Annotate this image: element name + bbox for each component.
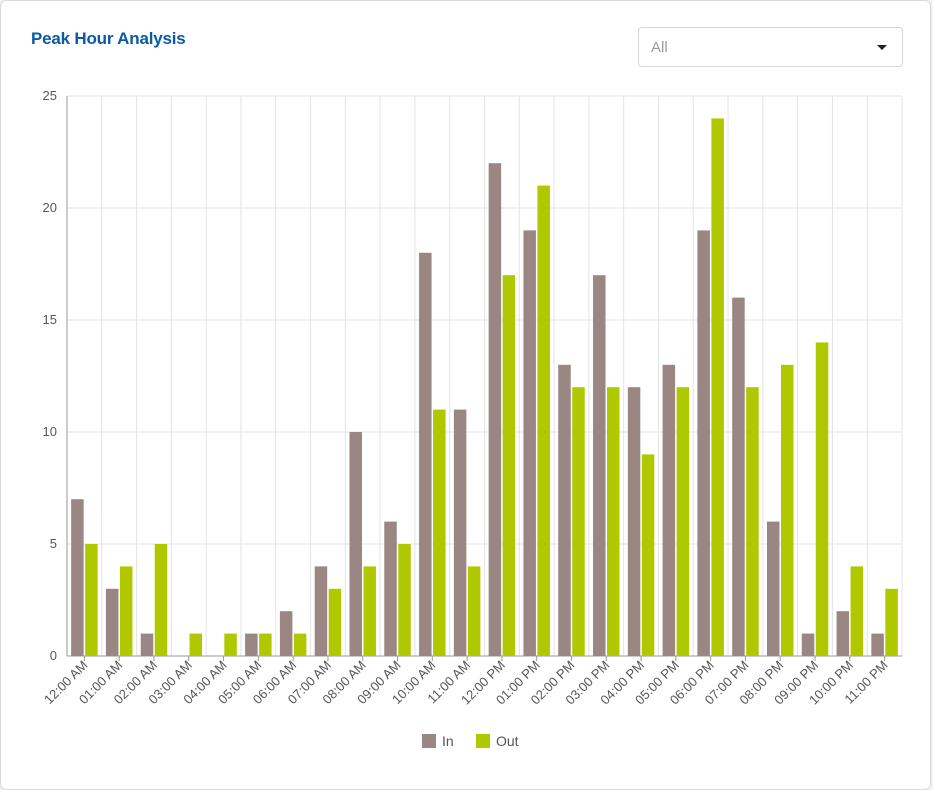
bar-out: [189, 633, 203, 656]
bar-in: [384, 521, 397, 656]
legend-swatch-out: [476, 734, 490, 748]
bar-in: [71, 499, 84, 656]
y-tick-label: 20: [43, 200, 57, 215]
legend-label-in: In: [442, 733, 454, 749]
bar-in: [871, 633, 884, 656]
bar-out: [433, 409, 446, 656]
bar-out: [224, 633, 237, 656]
bar-out: [154, 544, 168, 656]
bar-out: [328, 588, 342, 656]
bar-in: [314, 566, 328, 656]
bar-in: [836, 611, 850, 656]
y-tick-label: 10: [43, 424, 57, 439]
bar-in: [419, 252, 432, 657]
bar-out: [780, 364, 794, 656]
filter-selected-value: All: [651, 39, 668, 56]
bar-out: [746, 387, 759, 656]
bar-in: [488, 163, 502, 656]
bar-out: [641, 454, 655, 656]
bar-in: [662, 364, 676, 656]
bar-out: [572, 387, 585, 656]
bar-out: [537, 185, 550, 656]
bar-out: [502, 275, 516, 656]
filter-dropdown[interactable]: All: [638, 27, 903, 67]
bar-in: [279, 611, 293, 656]
bar-in: [766, 521, 780, 656]
bar-out: [293, 633, 307, 656]
bar-in: [558, 364, 571, 656]
bar-out: [676, 387, 690, 656]
y-tick-label: 15: [43, 312, 57, 327]
y-tick-label: 5: [50, 536, 57, 551]
bar-out: [398, 544, 411, 656]
bar-in: [732, 297, 745, 656]
bar-out: [815, 342, 829, 656]
bar-in: [245, 633, 258, 656]
bar-in: [349, 432, 362, 656]
bar-out: [885, 588, 898, 656]
card-title: Peak Hour Analysis: [31, 29, 186, 48]
y-tick-label: 25: [43, 88, 57, 103]
bar-out: [607, 387, 620, 656]
bar-in: [140, 633, 154, 656]
bar-out: [119, 566, 133, 656]
legend-swatch-in: [422, 734, 436, 748]
bar-in: [697, 230, 710, 656]
bar-out: [850, 566, 864, 656]
bar-in: [627, 387, 641, 656]
y-tick-label: 0: [50, 648, 57, 663]
bar-in: [523, 230, 536, 656]
bar-in: [105, 588, 119, 656]
bar-in: [801, 633, 815, 656]
legend-label-out: Out: [496, 733, 519, 749]
chevron-down-icon: [877, 45, 887, 50]
bar-in: [593, 275, 606, 656]
bar-out: [467, 566, 481, 656]
bar-in: [453, 409, 467, 656]
bar-out: [259, 633, 272, 656]
bar-out: [85, 544, 98, 656]
bar-out: [711, 118, 724, 656]
bar-out: [363, 566, 376, 656]
